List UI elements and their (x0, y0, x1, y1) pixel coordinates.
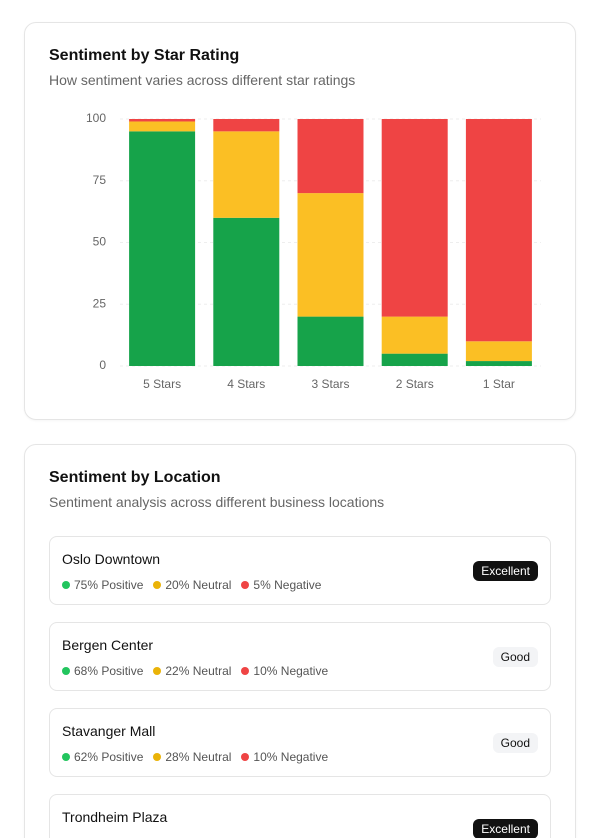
location-item: Stavanger Mall 62% Positive 28% Neutral 10%… (49, 708, 551, 777)
dot (241, 753, 250, 761)
stat-text: 20% Neutral (165, 578, 232, 592)
x-tick-label: 4 Stars (227, 377, 265, 391)
stat: 10% Negative (241, 664, 328, 678)
bar-segment (297, 316, 364, 366)
badge: Good (492, 647, 538, 667)
stat-text: 78% Positive (74, 836, 143, 838)
stat-text: 28% Neutral (165, 750, 232, 764)
stat: 20% Neutral (153, 578, 231, 592)
dot (62, 667, 70, 675)
stats: 62% Positive 28% Neutral 10% Negative (62, 750, 328, 764)
stat: 75% Positive (62, 578, 143, 592)
stat-text: 5% Negative (253, 836, 321, 838)
stat-text: 22% Neutral (165, 664, 232, 678)
y-tick-label: 50 (93, 235, 107, 249)
badge: Excellent (473, 819, 538, 838)
x-tick-label: 5 Stars (143, 377, 181, 391)
stat: 5% Negative (241, 578, 321, 592)
bar-segment (213, 217, 280, 366)
stat: 78% Positive (62, 836, 143, 838)
bar-segment (465, 341, 532, 362)
stat-text: 17% Neutral (165, 836, 231, 838)
dot (153, 753, 162, 761)
stat: 10% Negative (241, 750, 328, 764)
bar-segment (297, 193, 364, 317)
dot (62, 581, 70, 589)
bar-segment (129, 119, 196, 122)
stat: 62% Positive (62, 750, 143, 764)
bar-segment (129, 121, 196, 132)
bar-segment (297, 119, 364, 194)
stat: 5% Negative (241, 836, 321, 838)
chart: 0 25 50 75 100 5 Stars 4 Stars 3 Stars 2 Stars 1 … (86, 111, 541, 391)
bar-segment (381, 316, 448, 354)
card-title: Sentiment by Location (49, 469, 221, 486)
bar-segment (129, 131, 196, 366)
stat-text: 10% Negative (253, 750, 329, 764)
dot (62, 753, 70, 761)
dot (153, 667, 162, 675)
bar-segment (381, 119, 448, 317)
stats: 75% Positive 20% Neutral 5% Negative (62, 578, 321, 592)
y-tick-label: 25 (93, 296, 107, 310)
location-card: Sentiment by Location Sentiment analysis… (24, 444, 576, 838)
stat-text: 10% Negative (253, 664, 329, 678)
location-item: Bergen Center 68% Positive 22% Neutral 10% … (49, 622, 551, 691)
x-tick-label: 2 Stars (396, 377, 434, 391)
location-name: Stavanger Mall (62, 723, 156, 739)
dot (153, 581, 162, 589)
stats: 68% Positive 22% Neutral 10% Negative (62, 664, 328, 678)
stat: 22% Neutral (153, 664, 231, 678)
location-name: Oslo Downtown (62, 551, 161, 567)
card-title: Sentiment by Star Rating (49, 47, 240, 64)
card-subtitle: Sentiment analysis across different busi… (49, 494, 385, 510)
x-tick-label: 3 Stars (311, 377, 349, 391)
stat-text: 68% Positive (74, 664, 144, 678)
stat: 68% Positive (62, 664, 143, 678)
location-name: Bergen Center (62, 637, 154, 653)
dot (241, 581, 250, 589)
chart-card: Sentiment by Star Rating How sentiment v… (24, 22, 576, 420)
stat-text: 75% Positive (74, 578, 144, 592)
stats: 78% Positive 17% Neutral 5% Negative (62, 836, 321, 838)
y-tick-label: 100 (86, 111, 106, 125)
bar-segment (381, 353, 448, 366)
badge: Excellent (473, 561, 538, 581)
bar-segment (213, 119, 280, 132)
card-subtitle: How sentiment varies across different st… (49, 72, 356, 88)
location-item: Oslo Downtown 75% Positive 20% Neutral 5% N… (49, 536, 551, 605)
badge: Good (492, 733, 538, 753)
stat-text: 5% Negative (253, 578, 322, 592)
stat: 17% Neutral (153, 836, 231, 838)
bar-segment (465, 361, 532, 366)
x-tick-label: 1 Star (483, 377, 515, 391)
stat-text: 62% Positive (74, 750, 144, 764)
y-tick-label: 75 (93, 173, 107, 187)
location-name: Trondheim Plaza (62, 809, 168, 825)
y-tick-label: 0 (99, 358, 106, 372)
dot (241, 667, 250, 675)
bar-segment (465, 119, 532, 342)
stat: 28% Neutral (153, 750, 231, 764)
bar-segment (213, 131, 280, 218)
location-item: Trondheim Plaza 78% Positive 17% Neutral 5%… (49, 794, 551, 838)
